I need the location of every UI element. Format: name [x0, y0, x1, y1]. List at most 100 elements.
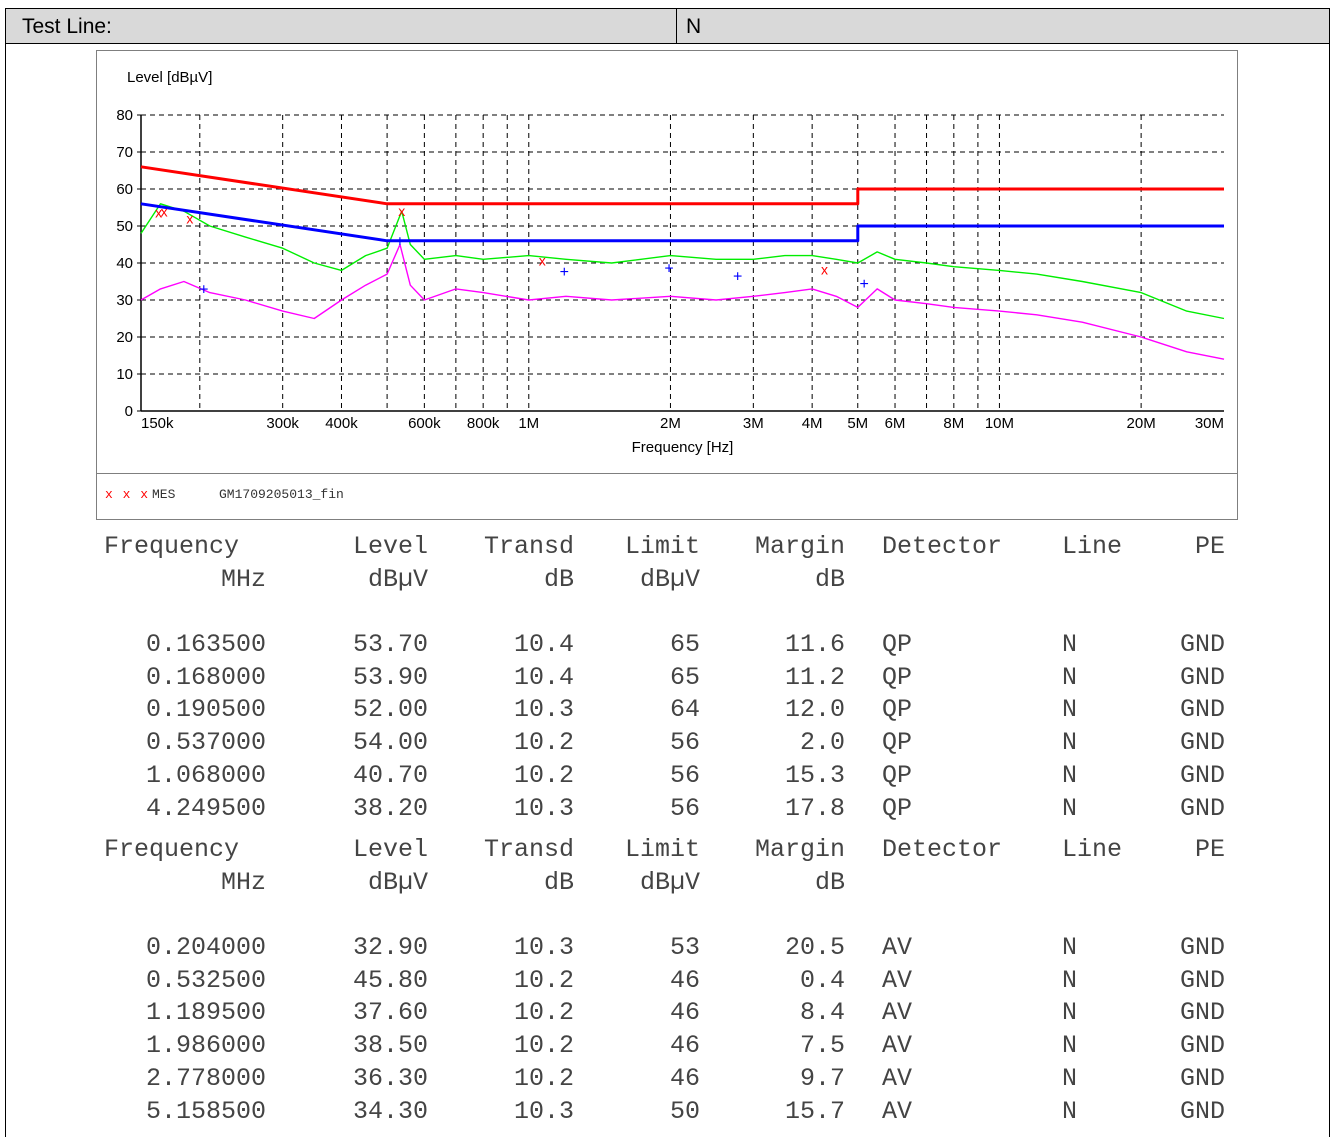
table-cell: N	[1062, 760, 1078, 790]
table-cell: 38.20	[352, 793, 428, 823]
x-tick-label: 600k	[408, 415, 441, 432]
column-unit: dB	[814, 868, 845, 897]
column-header: Transd	[483, 835, 574, 864]
av-marker: +	[560, 264, 569, 281]
column-unit: dBµV	[367, 565, 428, 594]
chart-legend: x x x MES GM1709205013_fin	[97, 473, 1237, 520]
header-divider	[676, 9, 677, 43]
table-cell: 37.60	[352, 998, 428, 1028]
table-cell: 64	[669, 695, 700, 725]
av-results-table: Frequency Level Transd Limit Margin Detector L…	[0, 835, 1335, 1126]
test-line-header: Test Line: N	[5, 8, 1330, 44]
table-cell: 7.5	[799, 1031, 845, 1061]
table-cell: 0.204000	[145, 933, 266, 962]
table-cell: 15.3	[784, 760, 845, 790]
qp-marker: x	[161, 204, 168, 220]
table-cell: 65	[669, 630, 700, 659]
table-cell: N	[1062, 1096, 1078, 1126]
column-unit: dB	[543, 868, 574, 897]
table-cell: 5.158500	[145, 1096, 266, 1126]
x-tick-label: 400k	[325, 415, 358, 432]
column-header: Level	[352, 835, 428, 864]
table-cell: 32.90	[352, 933, 428, 962]
y-tick-label: 10	[116, 366, 133, 383]
table-cell: QP	[882, 662, 913, 692]
table-cell: 20.5	[784, 933, 845, 962]
table-cell: GND	[1179, 933, 1225, 962]
x-tick-label: 800k	[467, 415, 500, 432]
column-header: Frequency	[104, 835, 240, 864]
table-cell: 8.4	[799, 998, 845, 1028]
table-cell: N	[1062, 728, 1078, 758]
y-tick-label: 20	[116, 329, 133, 346]
table-cell: 10.2	[513, 1031, 574, 1061]
x-tick-label: 5M	[847, 415, 868, 432]
y-tick-label: 30	[116, 292, 133, 309]
table-cell: 10.3	[513, 933, 574, 962]
column-unit: dBµV	[639, 868, 700, 897]
y-tick-label: 70	[116, 144, 133, 161]
y-tick-label: 0	[125, 403, 133, 420]
table-cell: N	[1062, 965, 1078, 995]
table-cell: 11.6	[784, 630, 845, 659]
x-tick-label: 10M	[985, 415, 1014, 432]
table-cell: QP	[882, 695, 913, 725]
table-cell: 10.2	[513, 1063, 574, 1093]
y-tick-label: 50	[116, 218, 133, 235]
column-header: Level	[352, 532, 428, 561]
column-unit: dB	[543, 565, 574, 594]
table-cell: 10.4	[513, 662, 574, 692]
column-header: Transd	[483, 532, 574, 561]
table-cell: AV	[882, 1031, 913, 1061]
qp-results-table: Frequency Level Transd Limit Margin Detector L…	[0, 532, 1335, 823]
table-cell: AV	[882, 1063, 913, 1093]
x-tick-label: 30M	[1195, 415, 1224, 432]
test-line-value: N	[686, 15, 702, 38]
y-tick-label: 60	[116, 181, 133, 198]
x-tick-label: 6M	[885, 415, 906, 432]
table-cell: 36.30	[352, 1063, 428, 1093]
table-cell: 12.0	[784, 695, 845, 725]
table-cell: 65	[669, 662, 700, 692]
column-header: PE	[1194, 532, 1225, 561]
table-cell: GND	[1179, 695, 1225, 725]
table-cell: 10.2	[513, 965, 574, 995]
av-marker: +	[199, 281, 208, 298]
table-cell: GND	[1179, 630, 1225, 659]
x-axis-title: Frequency [Hz]	[632, 439, 734, 456]
column-header: Frequency	[104, 532, 240, 561]
table-cell: 0.163500	[145, 630, 266, 659]
table-cell: 1.986000	[145, 1031, 266, 1061]
table-cell: 40.70	[352, 760, 428, 790]
x-tick-label: 300k	[266, 415, 299, 432]
y-tick-label: 40	[116, 255, 133, 272]
av-marker: +	[664, 261, 673, 278]
column-unit: MHz	[220, 565, 266, 594]
column-header: Limit	[624, 532, 700, 561]
legend-name: MES	[152, 487, 176, 502]
qp-marker: x	[398, 203, 405, 219]
table-cell: 56	[669, 793, 700, 823]
column-unit: dBµV	[639, 565, 700, 594]
table-cell: QP	[882, 728, 913, 758]
x-tick-label: 150k	[141, 415, 174, 432]
av-marker: +	[395, 234, 404, 251]
table-cell: 2.778000	[145, 1063, 266, 1093]
table-cell: GND	[1179, 1096, 1225, 1126]
table-cell: 17.8	[784, 793, 845, 823]
column-unit: dB	[814, 565, 845, 594]
column-unit: MHz	[220, 868, 266, 897]
qp-marker: x	[821, 262, 828, 278]
table-cell: QP	[882, 793, 913, 823]
table-cell: 0.532500	[145, 965, 266, 995]
table-cell: 53	[669, 933, 700, 962]
column-header: Detector	[882, 835, 1003, 864]
series-line	[140, 243, 1225, 360]
x-tick-label: 4M	[802, 415, 823, 432]
table-cell: GND	[1179, 965, 1225, 995]
table-cell: N	[1062, 630, 1078, 659]
column-header: Margin	[754, 835, 845, 864]
table-cell: 10.3	[513, 793, 574, 823]
table-cell: 2.0	[799, 728, 845, 758]
table-cell: QP	[882, 630, 913, 659]
